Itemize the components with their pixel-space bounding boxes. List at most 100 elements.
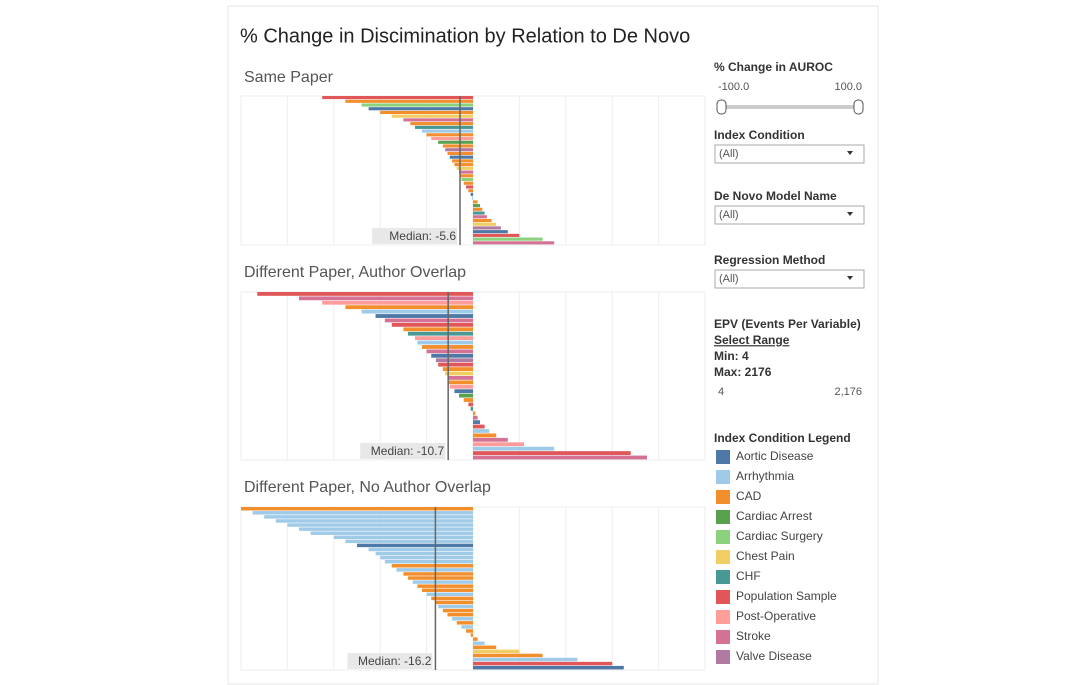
bar bbox=[417, 340, 473, 345]
bar bbox=[403, 572, 473, 576]
range-low: 4 bbox=[718, 386, 724, 398]
bar bbox=[473, 661, 613, 666]
bar bbox=[473, 653, 543, 658]
bar bbox=[460, 174, 473, 178]
bar bbox=[438, 362, 473, 367]
dropdown[interactable] bbox=[714, 205, 865, 225]
slider-max: 100.0 bbox=[834, 81, 862, 93]
bar bbox=[368, 547, 473, 552]
legend-label: Chest Pain bbox=[736, 549, 795, 563]
bar bbox=[322, 96, 473, 100]
legend-label: CAD bbox=[736, 489, 762, 503]
bar bbox=[473, 641, 485, 645]
legend-swatch bbox=[716, 490, 730, 504]
dropdown-arrow bbox=[847, 151, 853, 155]
bar bbox=[473, 230, 508, 234]
bar bbox=[299, 296, 473, 301]
bar bbox=[442, 367, 473, 371]
bar bbox=[473, 455, 647, 460]
median-label-bg bbox=[360, 443, 446, 459]
bar bbox=[473, 215, 487, 219]
legend-swatch bbox=[716, 570, 730, 584]
bar bbox=[252, 511, 473, 515]
bar bbox=[415, 125, 473, 129]
legend-swatch bbox=[716, 550, 730, 564]
slider-handle[interactable] bbox=[853, 99, 864, 115]
bar bbox=[473, 211, 485, 215]
dropdown[interactable] bbox=[714, 144, 865, 164]
bar bbox=[452, 159, 473, 163]
dropdown[interactable] bbox=[714, 269, 865, 289]
bar bbox=[473, 218, 492, 223]
bar bbox=[380, 110, 473, 115]
bar bbox=[403, 118, 473, 122]
legend-label: Cardiac Arrest bbox=[736, 509, 813, 523]
bar bbox=[461, 625, 473, 629]
panel-title: Same Paper bbox=[244, 69, 334, 86]
bar bbox=[471, 196, 473, 200]
panel-title: Different Paper, No Author Overlap bbox=[244, 479, 491, 496]
legend-label: Arrhythmia bbox=[736, 469, 794, 483]
bar bbox=[448, 380, 473, 385]
bar bbox=[361, 103, 473, 107]
bar bbox=[287, 523, 473, 527]
bar bbox=[473, 657, 578, 662]
dropdown-arrow bbox=[847, 212, 853, 216]
bar bbox=[473, 237, 543, 241]
bar bbox=[345, 539, 473, 544]
filter-title: De Novo Model Name bbox=[714, 189, 837, 203]
bar bbox=[384, 318, 473, 323]
range-high: 2,176 bbox=[834, 386, 862, 398]
bar bbox=[473, 649, 520, 654]
legend-label: Stroke bbox=[736, 629, 771, 643]
median-label: Median: -5.6 bbox=[389, 229, 456, 243]
dropdown-value: (All) bbox=[719, 209, 739, 221]
bar bbox=[473, 451, 631, 455]
bar bbox=[426, 349, 473, 354]
bar bbox=[459, 170, 473, 174]
bar bbox=[473, 665, 624, 670]
filter-title: EPV (Events Per Variable) bbox=[714, 317, 861, 331]
bar bbox=[384, 559, 473, 564]
bar bbox=[368, 107, 473, 111]
bar bbox=[408, 331, 473, 336]
bar bbox=[322, 300, 473, 305]
bar bbox=[456, 621, 473, 625]
bar bbox=[264, 515, 473, 519]
range-link[interactable]: Select Range bbox=[714, 333, 790, 347]
bar bbox=[468, 189, 473, 193]
bar bbox=[470, 192, 473, 196]
bar bbox=[333, 535, 473, 539]
bar bbox=[473, 233, 520, 237]
bar bbox=[375, 314, 473, 318]
slider-handle[interactable] bbox=[716, 99, 727, 115]
bar bbox=[447, 376, 473, 380]
bar bbox=[473, 200, 478, 204]
legend-swatch bbox=[716, 510, 730, 524]
bar bbox=[431, 136, 473, 141]
legend-label: Aortic Disease bbox=[736, 449, 814, 463]
bar bbox=[463, 181, 473, 185]
bar bbox=[421, 588, 473, 592]
bar bbox=[473, 429, 490, 433]
bar bbox=[257, 292, 473, 296]
bar bbox=[435, 358, 473, 363]
chart-title: % Change in Discimination by Relation to… bbox=[240, 25, 690, 47]
bar bbox=[375, 551, 473, 556]
bar bbox=[241, 507, 473, 511]
bar bbox=[442, 608, 473, 613]
legend-swatch bbox=[716, 590, 730, 604]
bar bbox=[417, 584, 473, 588]
bar bbox=[431, 353, 473, 358]
legend-label: CHF bbox=[736, 569, 761, 583]
bar bbox=[438, 140, 473, 144]
bar bbox=[473, 433, 497, 438]
legend-label: Valve Disease bbox=[736, 649, 812, 663]
bar bbox=[445, 371, 473, 376]
bar bbox=[275, 519, 473, 523]
bar bbox=[391, 114, 473, 118]
bar bbox=[468, 402, 473, 407]
bar bbox=[461, 177, 473, 182]
bar bbox=[380, 555, 473, 560]
